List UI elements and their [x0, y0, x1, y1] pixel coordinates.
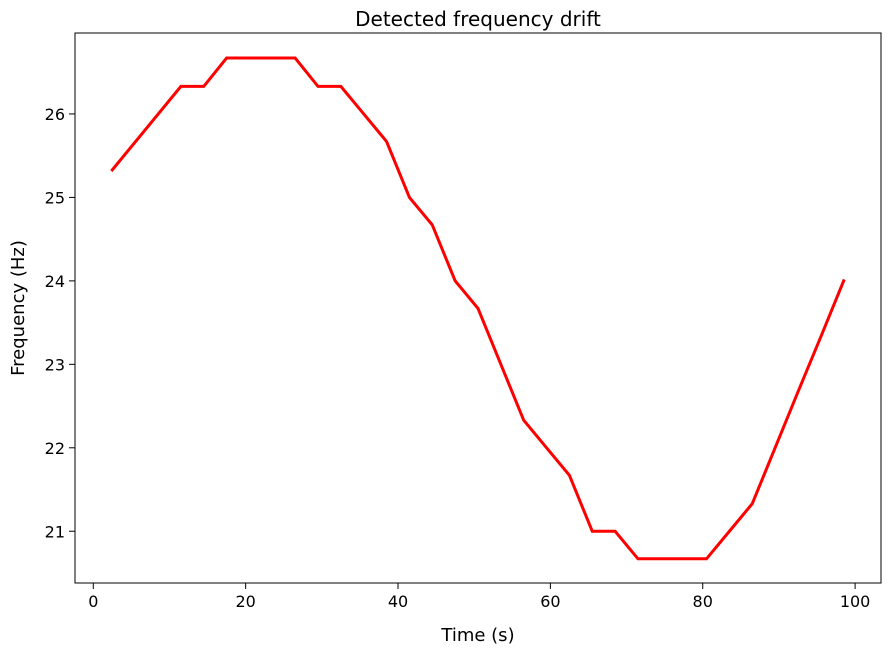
- plot-frame: [74, 32, 882, 584]
- x-tick-label: 80: [693, 592, 713, 611]
- y-tick-label: 22: [45, 439, 65, 458]
- x-axis: 0 20 40 60 80 100: [88, 583, 870, 611]
- y-tick-label: 23: [45, 355, 65, 374]
- series-layer: [110, 56, 846, 561]
- x-tick-label: 100: [840, 592, 871, 611]
- x-tick-label: 60: [540, 592, 560, 611]
- x-tick-label: 20: [235, 592, 255, 611]
- x-axis-title: Time (s): [440, 625, 514, 646]
- x-tick-label: 0: [88, 592, 98, 611]
- frequency-series-line: [110, 56, 846, 561]
- y-tick-label: 25: [45, 188, 65, 207]
- y-tick-label: 24: [45, 272, 65, 291]
- chart-title: Detected frequency drift: [355, 7, 601, 31]
- y-tick-label: 21: [45, 522, 65, 541]
- x-tick-label: 40: [388, 592, 408, 611]
- y-tick-label: 26: [45, 105, 65, 124]
- plot-area: [74, 32, 882, 584]
- y-axis-title: Frequency (Hz): [8, 240, 29, 376]
- y-axis: 21 22 23 24 25 26: [45, 105, 75, 541]
